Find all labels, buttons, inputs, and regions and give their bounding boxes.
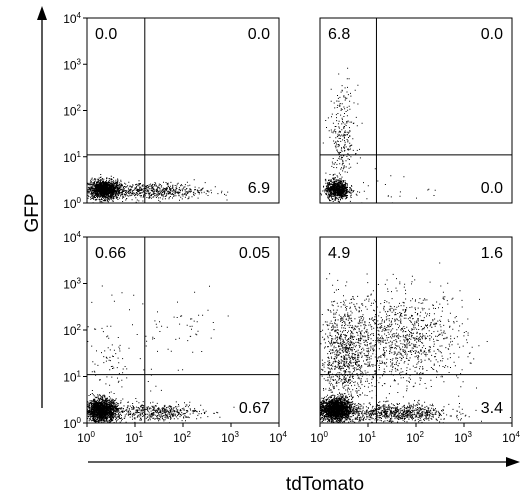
x-axis-title: tdTomato: [286, 474, 364, 495]
x-axis-arrowhead: [506, 457, 520, 467]
panels-layer: 0.0 0.0 6.9 6.8 0.0 0.0 0.66 0.05 0.67 4.9 1.6 3.4: [86, 17, 513, 424]
y-tick-label: 100: [63, 196, 81, 211]
quadrant-upper-right-pct: 0.0: [248, 26, 270, 43]
panel-bottom-right: 4.9 1.6 3.4: [319, 236, 513, 424]
event-dots: [320, 262, 511, 423]
event-dots: [87, 285, 235, 423]
quadrant-lower-right-pct: 0.67: [239, 400, 270, 417]
y-tick-label: 103: [63, 277, 81, 292]
quadrant-upper-left-pct: 6.8: [328, 26, 350, 43]
x-tick-label: 104: [502, 430, 520, 445]
x-tick-label: 103: [221, 430, 239, 445]
quadrant-upper-right-pct: 0.05: [239, 245, 270, 262]
quadrant-upper-left-pct: 4.9: [328, 245, 350, 262]
y-tick-label: 102: [63, 104, 81, 119]
event-points-top-right: [320, 67, 436, 203]
quadrant-upper-left-pct: 0.66: [95, 245, 126, 262]
y-tick-label: 103: [63, 57, 81, 72]
quadrant-lower-right-pct: 6.9: [248, 180, 270, 197]
panel-bottom-left: 0.66 0.05 0.67: [86, 236, 280, 424]
panel-top-right: 6.8 0.0 0.0: [319, 17, 513, 204]
quadrant-upper-left-pct: 0.0: [95, 26, 117, 43]
y-tick-label: 101: [63, 370, 81, 385]
event-dots: [87, 174, 229, 203]
quadrant-upper-right-pct: 0.0: [481, 26, 503, 43]
event-points-bottom-left: [87, 285, 235, 423]
event-points-top-left: [87, 174, 229, 203]
y-tick-label: 104: [63, 230, 81, 245]
x-tick-label: 100: [77, 430, 95, 445]
x-tick-label: 102: [173, 430, 191, 445]
event-points-bottom-right: [320, 262, 511, 423]
y-axis-arrowhead: [37, 6, 47, 20]
event-dots: [320, 67, 436, 203]
x-tick-label: 102: [406, 430, 424, 445]
y-tick-label: 102: [63, 323, 81, 338]
panel-frame: [86, 17, 280, 204]
panel-top-left: 0.0 0.0 6.9: [86, 17, 280, 204]
y-axis-title: GFP: [22, 193, 43, 232]
x-tick-label: 101: [358, 430, 376, 445]
y-tick-label: 104: [63, 11, 81, 26]
y-tick-label: 100: [63, 416, 81, 431]
x-tick-label: 100: [310, 430, 328, 445]
quadrant-lower-right-pct: 0.0: [481, 180, 503, 197]
panel-frame: [86, 236, 280, 424]
quadrant-lower-right-pct: 3.4: [481, 400, 503, 417]
axes-layer: 100 101 102 103 104 100 101 102 103 104 100 101 102 1…: [37, 6, 520, 467]
x-tick-label: 103: [454, 430, 472, 445]
panel-frame: [319, 17, 513, 204]
x-tick-label: 104: [269, 430, 287, 445]
x-tick-label: 101: [125, 430, 143, 445]
y-tick-label: 101: [63, 150, 81, 165]
quadrant-upper-right-pct: 1.6: [481, 245, 503, 262]
panel-frame: [319, 236, 513, 424]
